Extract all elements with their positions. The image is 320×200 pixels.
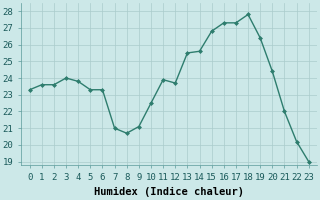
X-axis label: Humidex (Indice chaleur): Humidex (Indice chaleur) — [94, 187, 244, 197]
